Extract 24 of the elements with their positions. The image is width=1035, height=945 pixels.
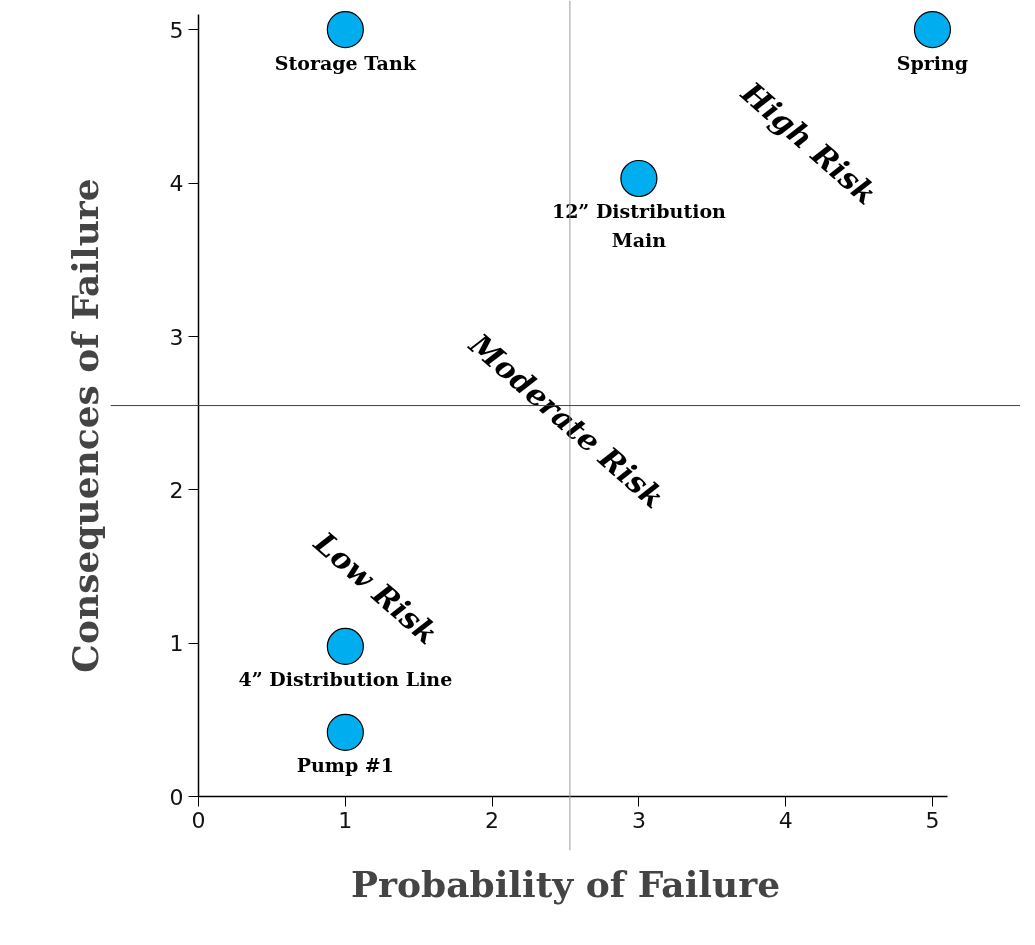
annotation: 12” Distribution Main — [551, 200, 727, 252]
annotation: Spring — [896, 51, 969, 74]
y-tick-label: 3 — [169, 324, 184, 350]
x-axis-title: Probability of Failure — [350, 862, 781, 905]
x-tick-label: 3 — [631, 807, 646, 833]
x-tick-label: 1 — [338, 807, 353, 833]
point — [326, 11, 364, 49]
annotation: 4” Distribution Line — [238, 668, 453, 691]
point — [913, 11, 952, 49]
y-tick-label: 4 — [169, 171, 184, 197]
x-tick-label: 0 — [191, 807, 206, 833]
y-tick-label: 1 — [169, 631, 184, 657]
x-tick-label: 4 — [778, 807, 793, 833]
annotation: Pump #1 — [296, 754, 394, 777]
point — [326, 627, 364, 665]
y-tick-label: 2 — [169, 477, 184, 503]
x-tick-label: 2 — [485, 807, 500, 833]
y-tick-label: 0 — [169, 784, 184, 810]
point — [326, 713, 364, 751]
point — [620, 159, 658, 198]
annotation: Storage Tank — [274, 51, 417, 74]
x-tick-label: 5 — [925, 807, 940, 833]
y-tick-label: 5 — [169, 17, 184, 43]
y-axis-title: Consequences of Failure — [63, 178, 106, 673]
